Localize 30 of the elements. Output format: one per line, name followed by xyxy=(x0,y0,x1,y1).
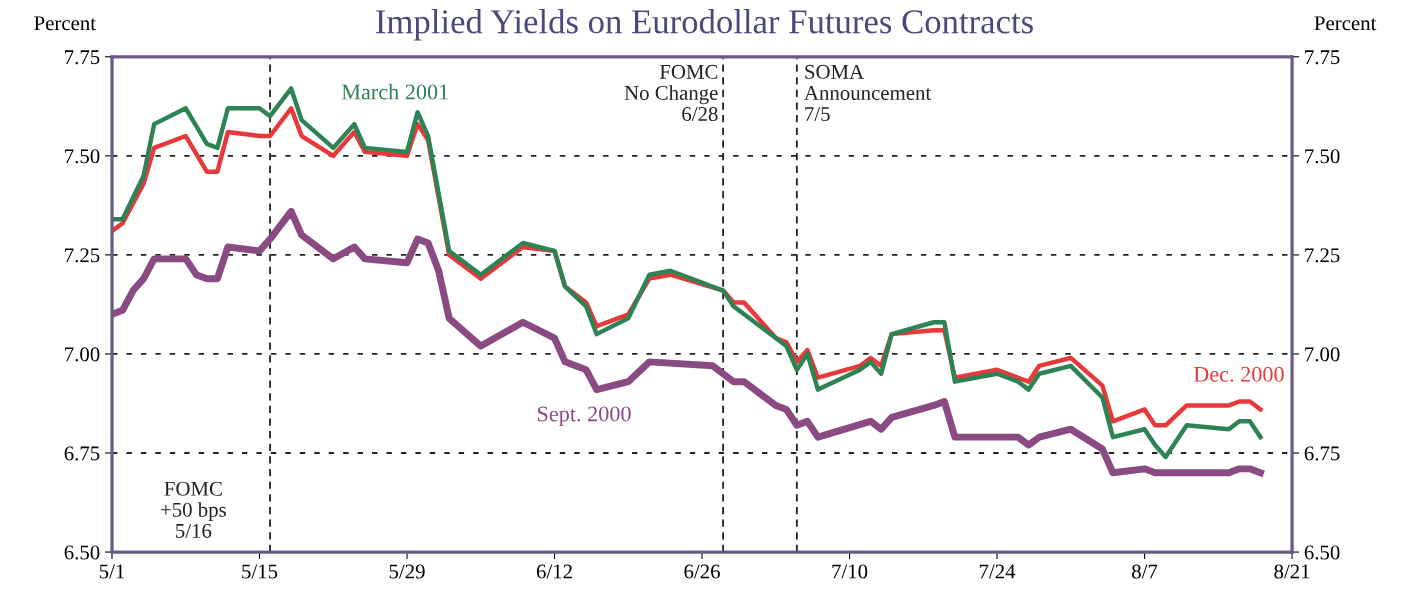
y-tick-label: 7.75 xyxy=(65,50,100,65)
x-tick-label: 7/24 xyxy=(979,564,1016,579)
series-label: March 2001 xyxy=(341,83,448,100)
x-tick-label: 7/10 xyxy=(832,564,868,579)
y-tick-label: 6.50 xyxy=(64,545,100,560)
x-tick-label: 6/12 xyxy=(536,564,572,579)
x-tick-label: 5/29 xyxy=(389,564,425,579)
y2-tick-label: 7.50 xyxy=(1305,149,1340,164)
y-tick-label: 6.75 xyxy=(64,446,100,461)
x-tick-label: 8/7 xyxy=(1132,564,1158,579)
chart-title: Implied Yields on Eurodollar Futures Contracts xyxy=(376,9,1033,41)
series-label: Dec. 2000 xyxy=(1193,366,1284,382)
series-label: Sept. 2000 xyxy=(537,406,631,426)
y2-tick-label: 7.25 xyxy=(1305,248,1340,263)
y-tick-label: 7.25 xyxy=(65,248,100,263)
x-tick-label: 5/1 xyxy=(99,564,125,579)
y2-tick-label: 7.75 xyxy=(1305,50,1340,65)
x-tick-label: 6/26 xyxy=(684,564,720,579)
ref-line-label: SOMA Announcement 7/5 xyxy=(804,64,932,121)
ref-line-label: FOMC No Change 6/28 xyxy=(624,64,718,122)
x-tick-label: 5/15 xyxy=(242,564,278,579)
y2-tick-label: 7.00 xyxy=(1305,347,1340,362)
y2-tick-label: 6.50 xyxy=(1304,545,1340,560)
x-tick-label: 8/21 xyxy=(1274,564,1310,579)
y-axis-title: Percent xyxy=(34,16,96,31)
y2-axis-title: Percent xyxy=(1314,16,1377,31)
y2-tick-label: 6.75 xyxy=(1304,446,1340,461)
y-tick-label: 7.00 xyxy=(65,347,100,362)
y-tick-label: 7.50 xyxy=(65,149,100,164)
ref-line-label: FOMC +50 bps 5/16 xyxy=(161,481,226,538)
